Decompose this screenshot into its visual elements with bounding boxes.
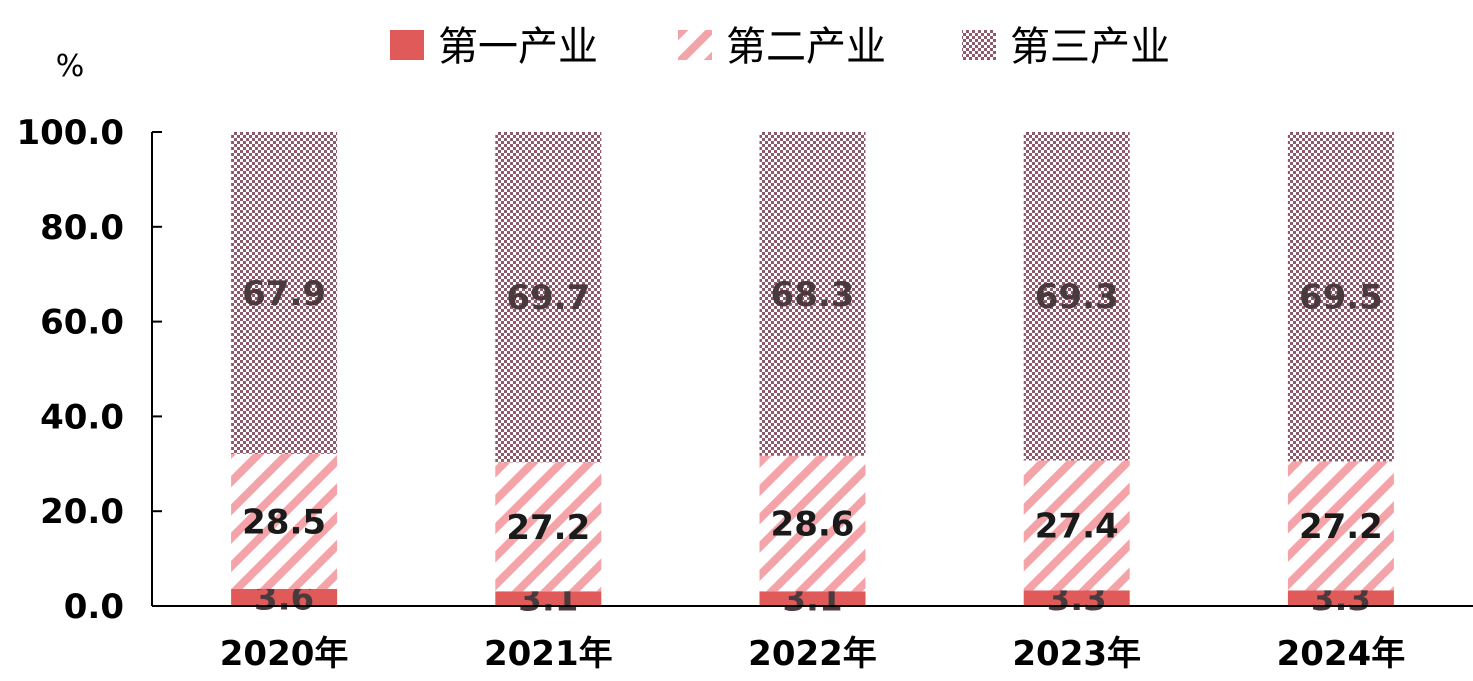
- bar-segment: [231, 588, 338, 606]
- bar-group: 3.628.567.9: [231, 132, 338, 618]
- y-axis: 0.0 20.0 40.0 60.0 80.0 100.0: [16, 113, 162, 627]
- bar-segment: [495, 132, 602, 463]
- bars: 3.628.567.93.127.269.73.128.668.33.327.4…: [231, 132, 1394, 620]
- y-tick-label: 60.0: [40, 303, 124, 343]
- bar-segment: [1287, 461, 1394, 591]
- bar-segment: [1023, 132, 1130, 461]
- bar-segment: [495, 591, 602, 606]
- data-label: 27.2: [506, 508, 590, 548]
- legend-label: 第二产业: [726, 24, 886, 70]
- data-label: 68.3: [771, 275, 855, 315]
- x-tick-label: 2023年: [1012, 634, 1141, 674]
- data-label: 69.7: [506, 278, 590, 318]
- bar-segment: [1023, 460, 1130, 591]
- x-tick-label: 2024年: [1277, 634, 1406, 674]
- bar-segment: [1023, 590, 1130, 606]
- y-tick-label: 40.0: [40, 397, 124, 437]
- x-axis: 2020年 2021年 2022年 2023年 2024年: [152, 605, 1473, 674]
- data-label: 28.5: [242, 502, 326, 542]
- data-label: 67.9: [242, 274, 326, 314]
- bar-segment: [759, 455, 866, 592]
- legend-item: 第三产业: [962, 24, 1170, 70]
- data-label: 69.5: [1299, 278, 1383, 318]
- legend-swatch: [962, 30, 996, 60]
- bar-segment: [759, 591, 866, 606]
- bar-segment: [231, 453, 338, 589]
- bar-group: 3.127.269.7: [495, 132, 602, 620]
- bar-segment: [495, 462, 602, 592]
- legend-label: 第三产业: [1010, 24, 1170, 70]
- y-tick-label: 80.0: [40, 208, 124, 248]
- bar-group: 3.327.269.5: [1287, 132, 1394, 619]
- data-label: 69.3: [1035, 277, 1119, 317]
- legend-swatch: [678, 30, 712, 60]
- bar-group: 3.327.469.3: [1023, 132, 1130, 619]
- y-axis-unit: %: [56, 49, 85, 84]
- bar-group: 3.128.668.3: [759, 132, 866, 620]
- bar-segment: [231, 132, 338, 454]
- x-tick-label: 2021年: [484, 634, 613, 674]
- y-tick-label: 100.0: [16, 113, 124, 153]
- x-tick-label: 2020年: [220, 634, 349, 674]
- x-tick-label: 2022年: [748, 634, 877, 674]
- legend-item: 第一产业: [390, 24, 598, 70]
- legend-item: 第二产业: [678, 24, 886, 70]
- legend-swatch: [390, 30, 424, 60]
- bar-segment: [759, 132, 866, 456]
- bar-segment: [1287, 132, 1394, 462]
- data-label: 27.4: [1035, 506, 1119, 546]
- y-tick-label: 0.0: [64, 587, 124, 627]
- legend-label: 第一产业: [438, 24, 598, 70]
- data-label: 28.6: [771, 505, 855, 545]
- bar-segment: [1287, 590, 1394, 606]
- legend: 第一产业 第二产业 第三产业: [390, 24, 1170, 70]
- y-tick-label: 20.0: [40, 492, 124, 532]
- data-label: 27.2: [1299, 507, 1383, 547]
